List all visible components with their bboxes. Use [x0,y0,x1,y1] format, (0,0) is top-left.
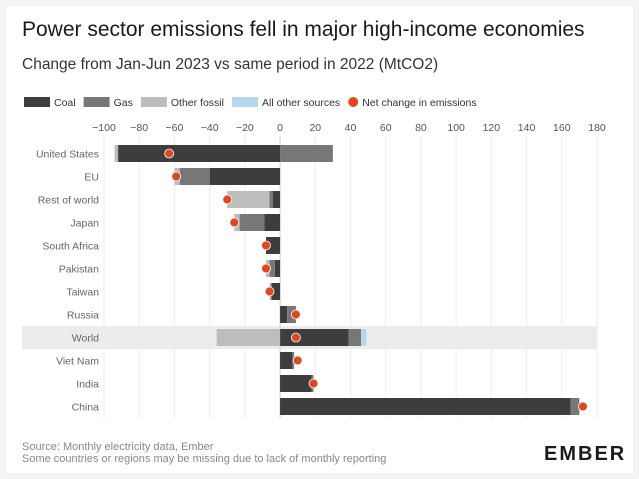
x-tick-label-8: 60 [380,122,392,134]
legend-label-all-other-sources: All other sources [262,97,340,109]
net-change-dot-viet-nam [292,355,303,366]
legend-label-other-fossil: Other fossil [171,97,224,109]
bar-russia-coal [280,306,288,323]
row-label-eu: EU [84,172,99,184]
legend: Coal Gas Other fossil All other sources Net … [24,97,477,109]
bar-japan-gas [239,214,265,231]
row-label-world: World [72,333,99,345]
net-change-dot-eu [171,171,182,182]
row-label-rest-of-world: Rest of world [38,195,99,207]
note-text: Some countries or regions may be missing… [22,453,387,465]
bar-rest-of-world-gas [269,191,274,208]
row-labels: United States EU Rest of world Japan South A… [36,149,99,414]
net-change-dot-japan [229,217,240,228]
row-label-united-states: United States [36,149,99,161]
x-tick-label-4: −20 [236,122,254,134]
bars [114,145,580,415]
ember-logo: EMBER [544,443,627,465]
legend-swatch-other-fossil [140,97,167,107]
bar-south-africa-coal [265,237,281,254]
x-tick-label-2: −60 [166,122,184,134]
row-label-india: India [76,379,99,391]
x-tick-label-0: −100 [92,122,116,134]
x-tick-label-9: 80 [415,122,427,134]
net-change-dot-taiwan [264,286,275,297]
x-tick-label-1: −80 [130,122,148,134]
x-axis-ticks: −100 −80 −60 −40 −20 0 20 40 60 80 100 120 140 160 180 [92,122,606,134]
bar-eu-coal [209,168,281,185]
source-note: Source: Monthly electricity data, Ember … [22,441,386,465]
legend-label-gas: Gas [114,97,133,109]
legend-swatch-net-change-in-emissions [348,97,359,107]
bar-world-coal [280,329,349,346]
bar-pakistan-gas [269,260,275,277]
row-label-china: China [72,402,100,414]
net-change-dot-rest-of-world [222,194,233,205]
net-change-dot-pakistan [261,263,271,274]
net-change-dot-united-states [164,148,175,159]
chart-subtitle: Change from Jan-Jun 2023 vs same period … [22,56,439,73]
bar-world-gas [348,329,362,346]
net-change-dot-india [308,378,319,389]
net-change-dot-south-africa [261,240,271,251]
net-change-dots [164,148,588,412]
x-tick-label-12: 140 [518,122,536,134]
bar-rest-of-world-coal [273,191,281,208]
bar-viet-nam-coal [280,352,293,369]
source-text: Source: Monthly electricity data, Ember [22,441,214,453]
bar-united-states-coal [118,145,281,162]
bar-taiwan-coal [271,283,281,300]
bar-eu-gas [179,168,210,185]
row-label-south-africa: South Africa [42,241,99,253]
legend-swatch-all-other-sources [231,97,258,107]
chart-card [6,6,633,473]
x-tick-label-5: 0 [277,122,283,134]
legend-label-coal: Coal [54,97,76,109]
net-change-dot-russia [291,309,301,320]
legend-swatch-gas [83,97,110,107]
x-tick-label-7: 40 [345,122,357,134]
x-tick-label-14: 180 [588,122,606,134]
row-label-russia: Russia [67,310,99,322]
bar-japan-coal [264,214,281,231]
bar-world-other-fossil [216,329,281,346]
x-tick-label-13: 160 [553,122,571,134]
bar-rest-of-world-other-fossil [227,191,270,208]
bar-pakistan-coal [274,260,281,277]
row-label-taiwan: Taiwan [66,287,99,299]
row-label-pakistan: Pakistan [59,264,99,276]
bar-united-states-other-fossil [114,145,119,162]
row-label-viet-nam: Viet Nam [56,356,99,368]
net-change-dot-china [578,401,588,412]
grid [103,136,598,418]
x-tick-label-3: −40 [201,122,219,134]
x-tick-label-6: 20 [309,122,321,134]
bar-china-gas [570,398,580,415]
row-label-japan: Japan [70,218,99,230]
bar-united-states-gas [280,145,333,162]
legend-label-net-change-in-emissions: Net change in emissions [362,97,476,109]
bar-world-all-other-sources [361,329,367,346]
chart-title: Power sector emissions fell in major hig… [22,18,585,41]
net-change-dot-world [291,332,301,343]
x-tick-label-11: 120 [483,122,501,134]
legend-swatch-coal [24,97,50,107]
bar-china-coal [280,398,571,415]
x-tick-label-10: 100 [447,122,465,134]
bar-india-coal [280,375,312,392]
